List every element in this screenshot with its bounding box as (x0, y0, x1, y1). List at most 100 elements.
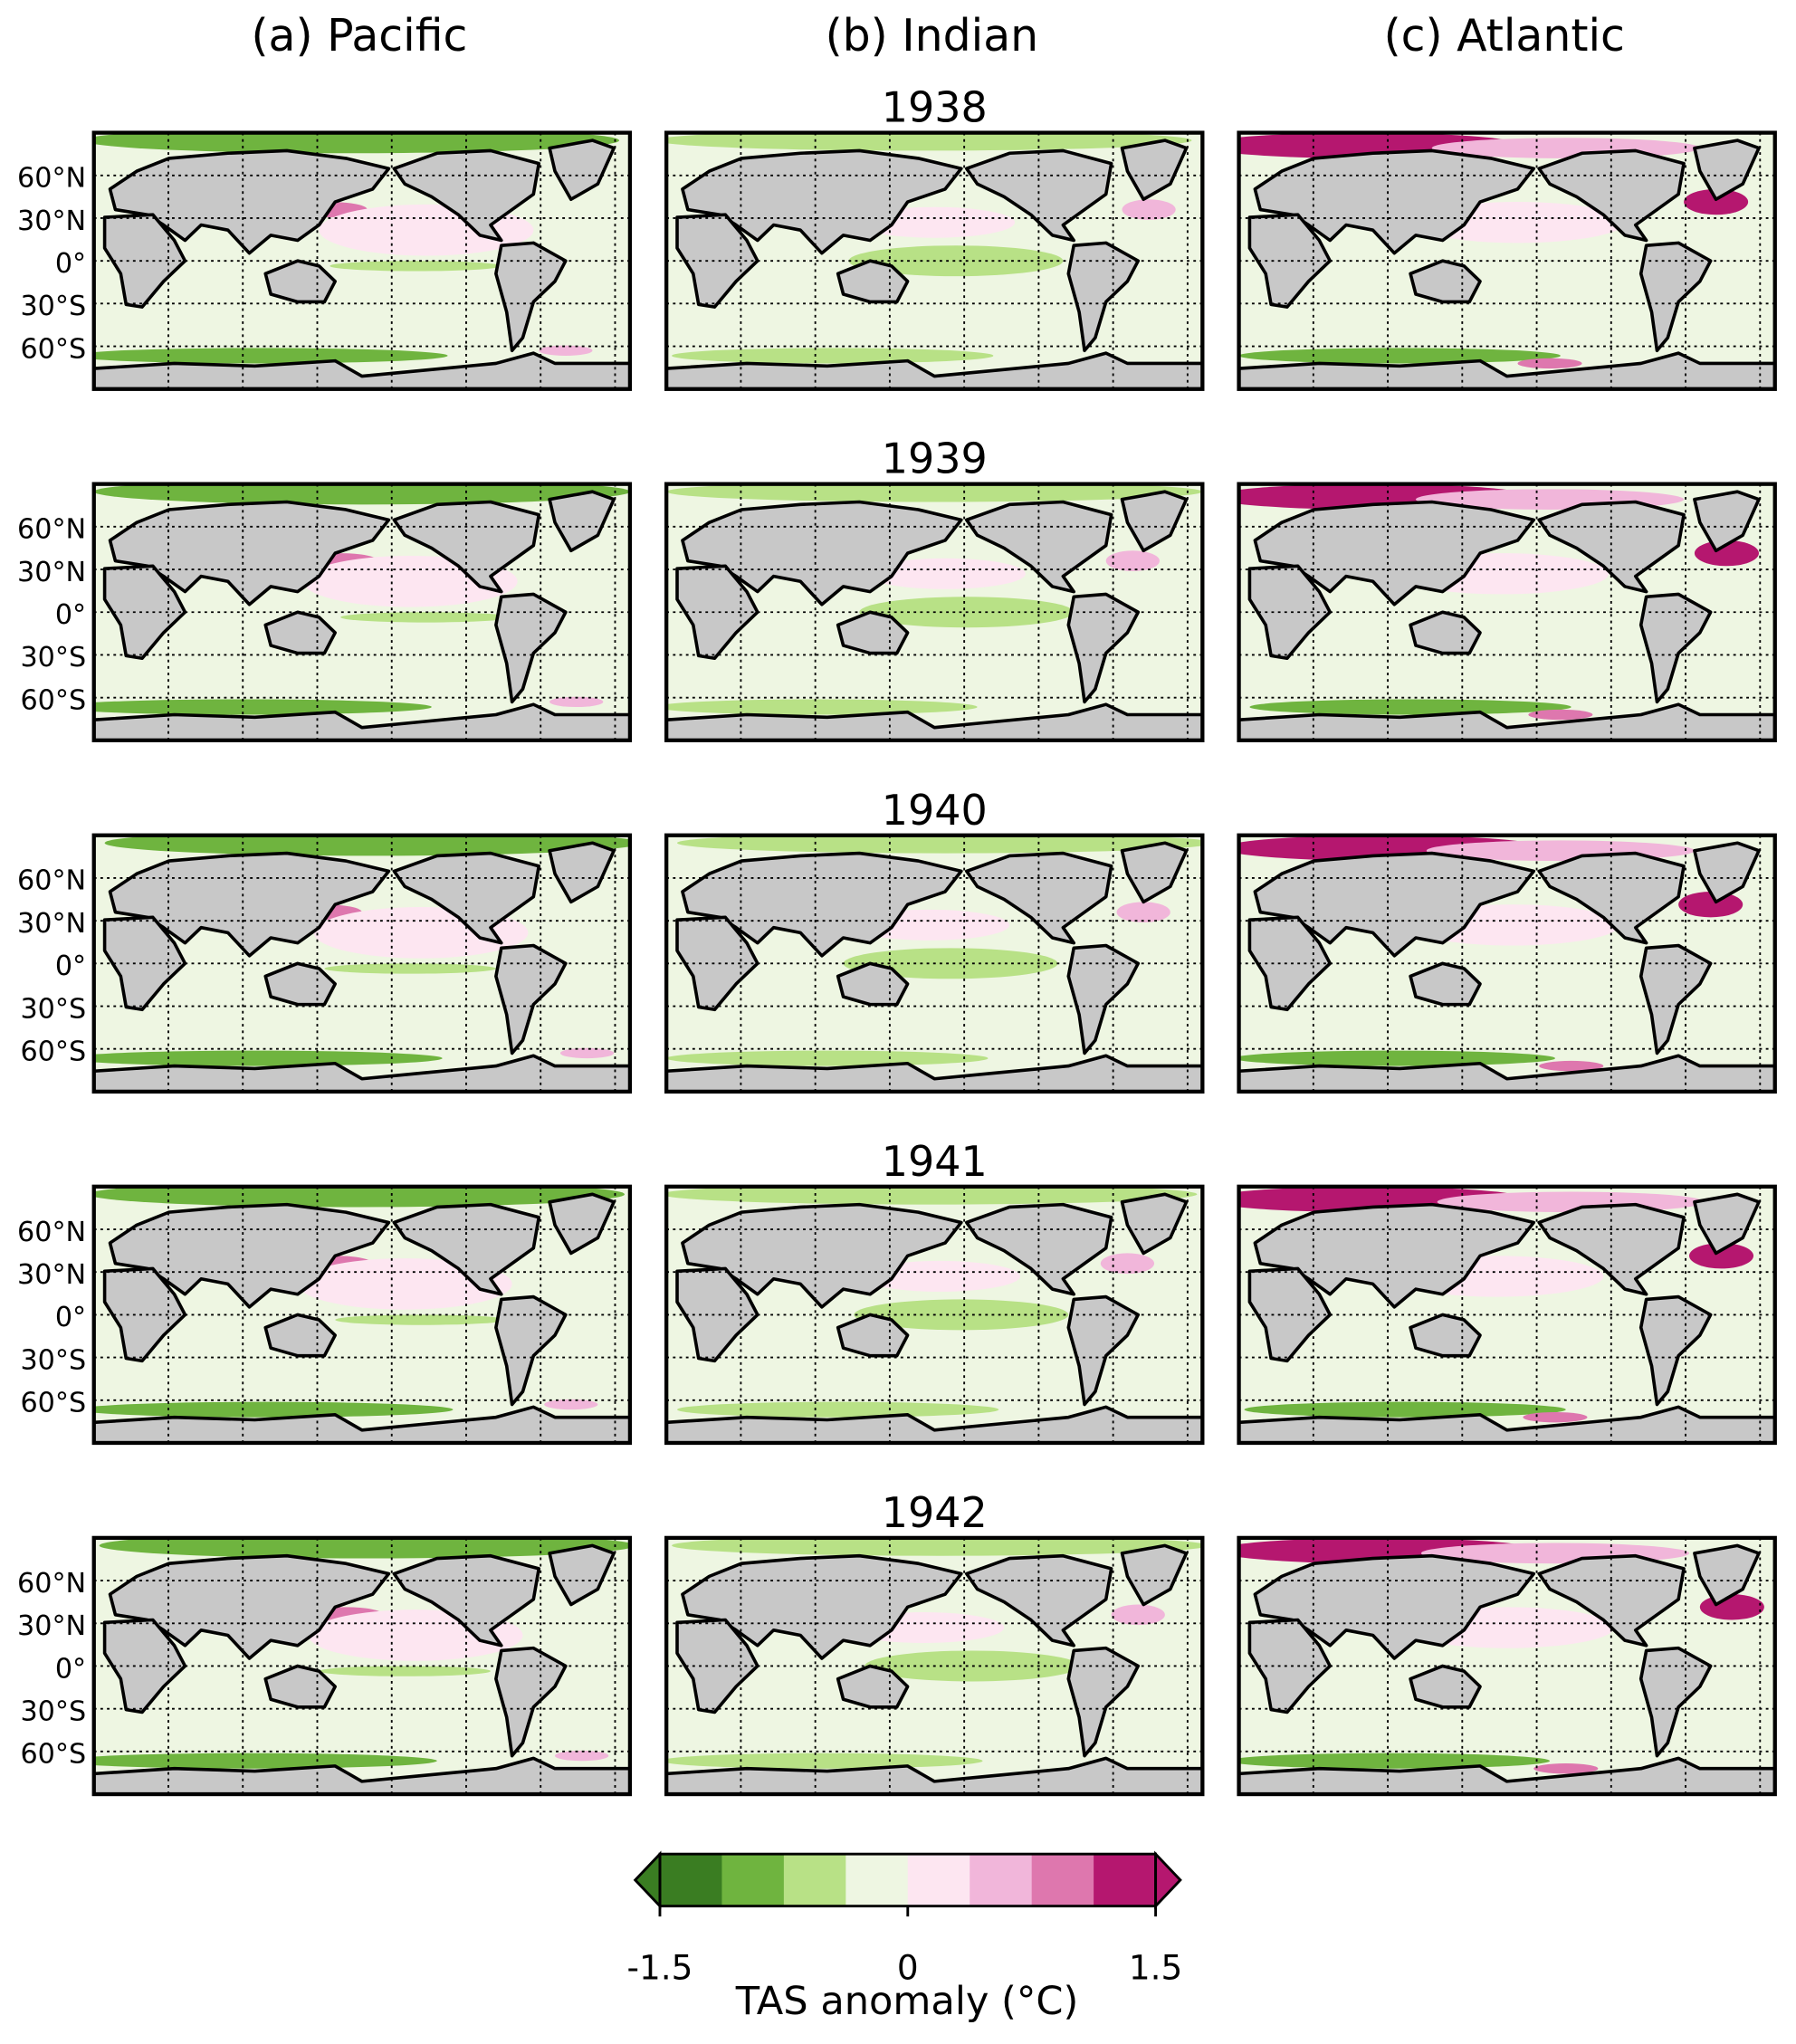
panel-frame (1237, 1184, 1777, 1446)
anomaly-shading (1249, 699, 1572, 715)
lat-tick-label: 60°N (17, 163, 86, 195)
colorbar-tick-label: -1.5 (627, 1948, 693, 1988)
anomaly-shading (544, 1399, 598, 1410)
land (675, 564, 759, 661)
land (108, 148, 391, 255)
anomaly-shading (1694, 540, 1759, 567)
anomaly-shading (104, 835, 630, 856)
year-title: 1941 (882, 1137, 988, 1186)
land (102, 1618, 187, 1714)
land (666, 1054, 1203, 1092)
land (1537, 1202, 1686, 1296)
lat-tick-label: 30°N (17, 557, 86, 588)
lat-tick-label: 30°S (20, 291, 86, 322)
land (964, 148, 1113, 243)
colorbar-segment (659, 1854, 723, 1906)
lat-tick-label: 0° (55, 599, 86, 631)
panel-frame (1237, 1535, 1777, 1797)
land (93, 702, 630, 740)
anomaly-shading (1122, 199, 1176, 220)
lat-tick-label: 60°S (20, 1388, 86, 1419)
land (1537, 1553, 1686, 1648)
land (1247, 213, 1333, 309)
anomaly-shading (93, 699, 432, 715)
panel-frame (91, 1184, 633, 1446)
anomaly-shading (1105, 550, 1160, 571)
anomaly-shading (1100, 1253, 1155, 1275)
land (1638, 1294, 1713, 1407)
anomaly-shading (93, 348, 448, 364)
land (108, 500, 391, 607)
land (392, 148, 541, 243)
land (1253, 500, 1536, 607)
year-title: 1940 (882, 786, 988, 835)
land (1247, 1266, 1333, 1363)
land (675, 213, 759, 309)
land (964, 851, 1113, 945)
map-panel (93, 483, 630, 740)
land (964, 1202, 1113, 1296)
land (1693, 1192, 1761, 1256)
land (1238, 351, 1775, 389)
land (666, 702, 1203, 740)
anomaly-shading (93, 483, 630, 505)
lat-tick-label: 60°S (20, 684, 86, 716)
panel-frame (1237, 482, 1777, 742)
colorbar-segment (907, 1854, 970, 1906)
land (108, 1553, 391, 1660)
lat-tick-label: 60°S (20, 333, 86, 365)
anomaly-shading (666, 132, 1192, 151)
map-panel (93, 1537, 630, 1795)
panel-frame (1237, 833, 1777, 1094)
land (1693, 1543, 1761, 1607)
year-title: 1942 (882, 1488, 988, 1537)
land (1238, 1054, 1775, 1092)
anomaly-shading (1539, 1060, 1604, 1072)
lat-tick-label: 60°N (17, 514, 86, 546)
map-panel (666, 483, 1203, 740)
land (1693, 841, 1761, 904)
panel-frame (91, 1535, 633, 1797)
map-panel (1238, 835, 1775, 1092)
panel-frame (91, 130, 633, 391)
anomaly-shading (677, 835, 1203, 854)
lat-tick-label: 30°S (20, 1344, 86, 1376)
land (666, 1405, 1203, 1443)
colorbar-frame (658, 1852, 1158, 1908)
land (1247, 564, 1333, 661)
land (681, 1202, 963, 1309)
anomaly-shading (666, 1753, 983, 1769)
land (1066, 943, 1141, 1055)
map-panel (1238, 1537, 1775, 1795)
map-panel (1238, 132, 1775, 389)
land (1066, 1294, 1141, 1407)
lat-tick-label: 30°S (20, 642, 86, 673)
colorbar-segment (970, 1854, 1033, 1906)
land (964, 500, 1113, 594)
panel-frame (91, 833, 633, 1094)
lat-tick-label: 30°S (20, 1695, 86, 1727)
map-panel (666, 835, 1203, 1092)
land (681, 851, 963, 958)
anomaly-shading (330, 261, 502, 272)
anomaly-shading (93, 132, 619, 154)
colorbar-segment (783, 1854, 847, 1906)
anomaly-shading (848, 245, 1064, 277)
land (392, 500, 541, 594)
anomaly-shading (297, 1258, 512, 1310)
lat-tick-label: 60°S (20, 1036, 86, 1068)
lat-tick-label: 60°N (17, 1568, 86, 1600)
map-panel (666, 1186, 1203, 1443)
land (102, 213, 187, 309)
land (93, 1054, 630, 1092)
land (666, 1756, 1203, 1795)
lat-tick-label: 60°N (17, 1217, 86, 1248)
lat-tick-label: 30°N (17, 908, 86, 940)
colorbar-extend (1154, 1850, 1182, 1910)
land (681, 148, 963, 255)
anomaly-shading (1678, 892, 1743, 918)
anomaly-shading (1533, 1763, 1599, 1774)
land (1638, 1646, 1713, 1758)
land (1693, 490, 1761, 553)
